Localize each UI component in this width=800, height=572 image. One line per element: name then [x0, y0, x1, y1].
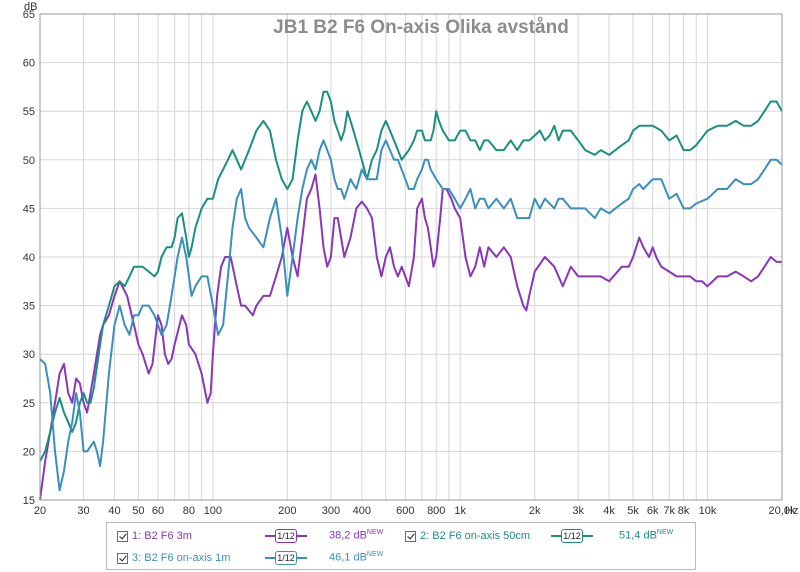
series-line-1	[39, 173, 782, 501]
x-tick-label: 20,0k	[769, 505, 796, 517]
legend-line-3	[265, 557, 275, 559]
legend-line-2	[551, 535, 561, 537]
level-badge-3: NEW	[366, 551, 384, 558]
smoothing-control-2[interactable]: 1/12	[551, 528, 593, 544]
smoothing-label-1: 1/12	[275, 529, 297, 543]
x-tick-label: 50	[132, 505, 144, 517]
legend-line-2b	[583, 535, 593, 537]
x-tick-label: 6k	[647, 505, 659, 517]
y-tick-label: 60	[23, 58, 35, 70]
chart-title: JB1 B2 F6 On-axis Olika avstånd	[273, 17, 569, 38]
x-tick-label: 5k	[627, 505, 639, 517]
checkbox-series-1[interactable]	[117, 530, 128, 542]
checkbox-series-3[interactable]	[117, 552, 128, 564]
x-tick-label: 300	[322, 505, 340, 517]
legend-item-1: 1: B2 F6 3m	[117, 527, 192, 545]
level-2: 51,4 dBNEW	[619, 529, 673, 542]
x-tick-label: 30	[77, 505, 89, 517]
y-tick-label: 30	[23, 349, 35, 361]
x-tick-label: 2k	[529, 505, 541, 517]
x-tick-label: 7k	[663, 505, 675, 517]
x-tick-label: 200	[278, 505, 296, 517]
y-tick-label: 55	[23, 106, 35, 118]
x-tick-label: 100	[204, 505, 222, 517]
level-badge-2: NEW	[656, 529, 674, 536]
y-tick-label: 25	[23, 398, 35, 410]
x-tick-label: 3k	[572, 505, 584, 517]
smoothing-control-1[interactable]: 1/12	[265, 528, 307, 544]
y-tick-label: 20	[23, 446, 35, 458]
legend-label-3: 3: B2 F6 on-axis 1m	[132, 552, 231, 564]
series-line-3	[39, 139, 783, 492]
x-tick-label: 1k	[454, 505, 466, 517]
legend-item-2: 2: B2 F6 on-axis 50cm	[405, 527, 530, 545]
legend-line-1	[265, 535, 275, 537]
y-tick-label: 35	[23, 301, 35, 313]
level-value-2: 51,4 dB	[619, 529, 657, 542]
legend-label-2: 2: B2 F6 on-axis 50cm	[420, 530, 531, 542]
x-tick-label: 20	[34, 505, 46, 517]
level-value-1: 38,2 dB	[329, 529, 367, 542]
x-tick-label: 10k	[699, 505, 717, 517]
x-tick-label: 800	[427, 505, 445, 517]
series-group	[39, 90, 783, 501]
x-tick-label: 60	[152, 505, 164, 517]
smoothing-label-3: 1/12	[275, 551, 297, 565]
plot-frame	[39, 13, 783, 501]
legend-line-1b	[297, 535, 307, 537]
legend-label-1: 1: B2 F6 3m	[132, 530, 192, 542]
x-tick-label: 4k	[603, 505, 615, 517]
y-tick-label: 15	[23, 495, 35, 507]
x-tick-label: 8k	[678, 505, 690, 517]
y-tick-label: 65	[23, 9, 35, 21]
x-tick-label: 80	[183, 505, 195, 517]
y-axis-unit: dB	[24, 1, 37, 13]
y-tick-label: 50	[23, 155, 35, 167]
smoothing-control-3[interactable]: 1/12	[265, 550, 307, 566]
level-3: 46,1 dBNEW	[329, 551, 383, 564]
x-tick-label: 600	[396, 505, 414, 517]
x-tick-label: 400	[353, 505, 371, 517]
x-axis-unit: Hz	[785, 505, 798, 517]
legend-item-3: 3: B2 F6 on-axis 1m	[117, 549, 230, 567]
level-value-3: 46,1 dB	[329, 551, 367, 564]
legend-line-3b	[297, 557, 307, 559]
series-line-2	[39, 90, 783, 462]
checkbox-series-2[interactable]	[405, 530, 416, 542]
legend: 1: B2 F6 3m 1/12 38,2 dBNEW 2: B2 F6 on-…	[106, 522, 696, 570]
x-tick-label: 40	[108, 505, 120, 517]
level-1: 38,2 dBNEW	[329, 529, 383, 542]
y-tick-label: 45	[23, 203, 35, 215]
smoothing-label-2: 1/12	[561, 529, 583, 543]
y-tick-label: 40	[23, 252, 35, 264]
level-badge-1: NEW	[366, 529, 384, 536]
chart-background	[0, 0, 800, 520]
